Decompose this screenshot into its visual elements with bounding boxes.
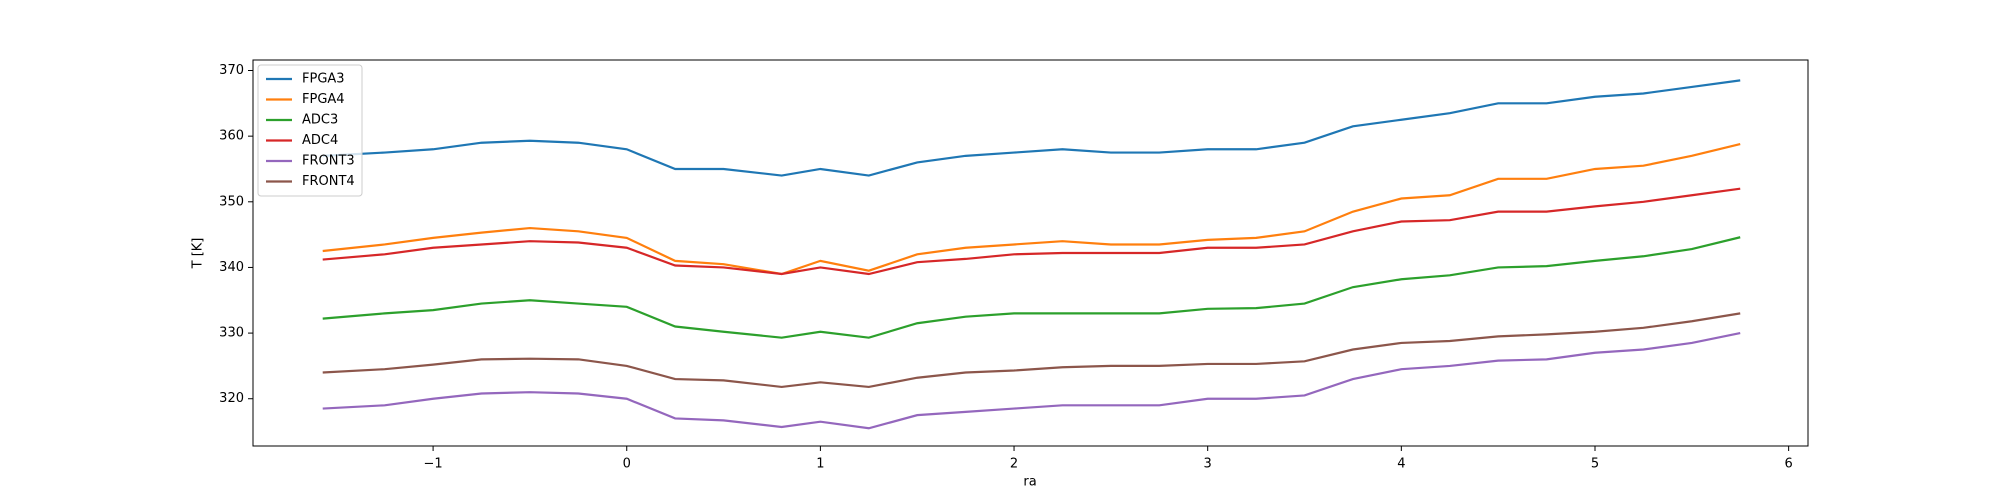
series-line xyxy=(322,142,1741,276)
legend-label: FRONT3 xyxy=(302,154,355,169)
x-tick-label: 5 xyxy=(1591,457,1599,472)
series-line xyxy=(322,332,1741,430)
x-tick-label: 1 xyxy=(816,457,824,472)
legend-label: ADC3 xyxy=(302,113,338,128)
x-tick-label: 6 xyxy=(1784,457,1792,472)
legend-box xyxy=(257,64,363,197)
x-tick-label: −1 xyxy=(424,457,443,472)
x-tick-label: 4 xyxy=(1397,457,1405,472)
series-line xyxy=(322,312,1741,389)
legend-label: FPGA3 xyxy=(302,72,345,87)
legend-label: ADC4 xyxy=(302,133,338,148)
plot-frame xyxy=(252,59,1809,447)
x-tick-label: 2 xyxy=(1010,457,1018,472)
y-tick-label: 320 xyxy=(219,391,244,406)
y-tick-label: 340 xyxy=(219,260,244,275)
x-tick-label: 3 xyxy=(1204,457,1212,472)
legend-label: FPGA4 xyxy=(302,92,345,107)
y-tick-label: 330 xyxy=(219,326,244,341)
y-tick-label: 370 xyxy=(219,63,244,78)
y-tick-label: 360 xyxy=(219,129,244,144)
x-tick-label: 0 xyxy=(623,457,631,472)
y-tick-label: 350 xyxy=(219,194,244,209)
legend-label: FRONT4 xyxy=(302,174,355,189)
x-axis-label: ra xyxy=(1023,475,1036,490)
series-line xyxy=(322,79,1741,177)
series-line xyxy=(322,236,1741,339)
y-axis-label: T [K] xyxy=(191,238,206,270)
series-line xyxy=(322,187,1741,276)
